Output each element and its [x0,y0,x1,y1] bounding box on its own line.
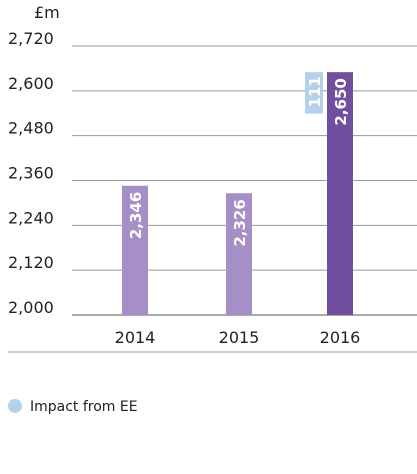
bar [122,185,148,315]
x-tick-label: 2016 [320,328,361,347]
bar [327,72,353,316]
y-tick-label: 2,360 [8,164,54,183]
y-tick-label: 2,480 [8,119,54,138]
y-tick-label: 2,240 [8,208,54,227]
ee-bar [305,72,323,114]
x-tick-label: 2014 [115,328,156,347]
bar [226,193,252,315]
value-label: 111 [306,76,324,107]
x-tick-label: 2015 [219,328,260,347]
value-label: 2,326 [231,199,249,246]
y-tick-label: 2,120 [8,253,54,272]
legend-label: Impact from EE [30,399,138,415]
y-tick-label: 2,600 [8,74,54,93]
y-axis-label: £m [34,3,60,22]
legend-swatch [8,399,22,413]
y-tick-label: 2,000 [8,298,54,317]
value-label: 2,346 [127,192,145,239]
value-label: 2,650 [332,78,350,125]
y-tick-label: 2,720 [8,29,54,48]
